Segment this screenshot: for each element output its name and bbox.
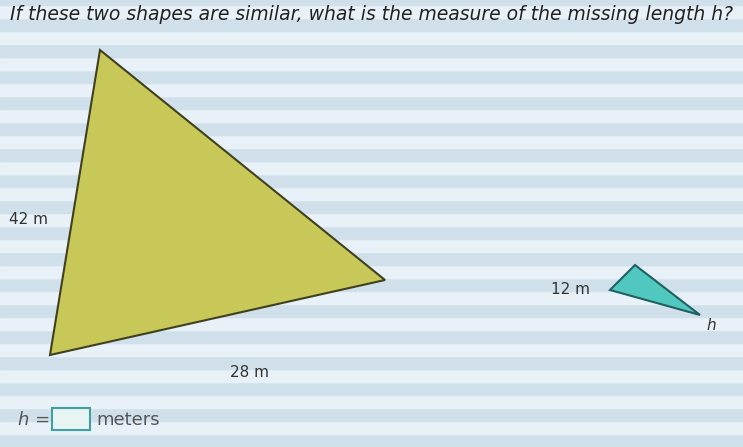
Bar — [0, 369, 743, 382]
Text: If these two shapes are similar, what is the measure of the missing length h?: If these two shapes are similar, what is… — [10, 5, 733, 24]
Bar — [0, 161, 743, 174]
Text: h: h — [706, 318, 716, 333]
Text: 12 m: 12 m — [551, 283, 590, 298]
Bar — [0, 57, 743, 70]
Bar — [0, 122, 743, 135]
Bar — [0, 44, 743, 57]
Bar — [0, 395, 743, 408]
Text: 28 m: 28 m — [230, 365, 270, 380]
Bar — [0, 187, 743, 200]
Bar — [0, 70, 743, 83]
Bar — [0, 291, 743, 304]
Bar — [0, 382, 743, 395]
Polygon shape — [50, 50, 385, 355]
Bar — [0, 265, 743, 278]
Bar — [0, 213, 743, 226]
Bar — [0, 252, 743, 265]
Bar — [0, 83, 743, 96]
Bar — [0, 408, 743, 421]
Bar — [0, 343, 743, 356]
Polygon shape — [610, 265, 700, 315]
Bar — [0, 109, 743, 122]
Bar — [0, 200, 743, 213]
Bar — [0, 239, 743, 252]
Bar — [0, 0, 743, 5]
Bar — [0, 5, 743, 18]
Text: 42 m: 42 m — [9, 212, 48, 228]
Bar — [52, 408, 90, 430]
Bar — [0, 356, 743, 369]
Bar — [0, 96, 743, 109]
Text: h =: h = — [18, 411, 56, 429]
Bar — [0, 278, 743, 291]
Bar — [0, 31, 743, 44]
Bar — [0, 174, 743, 187]
Bar — [0, 434, 743, 447]
Bar — [0, 330, 743, 343]
Bar — [0, 226, 743, 239]
Bar — [0, 304, 743, 317]
Bar — [0, 18, 743, 31]
Bar — [0, 421, 743, 434]
Bar — [0, 317, 743, 330]
Bar — [0, 135, 743, 148]
Bar — [0, 148, 743, 161]
Text: meters: meters — [96, 411, 160, 429]
